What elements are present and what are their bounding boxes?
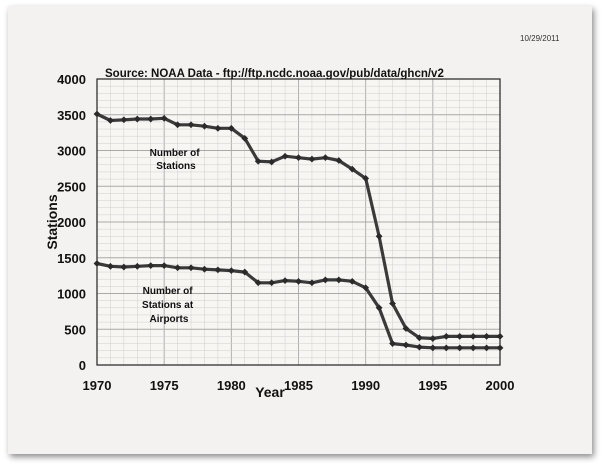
data-point — [201, 122, 208, 130]
series-layer — [93, 110, 504, 352]
data-point — [496, 333, 504, 340]
data-point — [456, 333, 464, 340]
data-point — [362, 284, 370, 292]
data-point — [187, 121, 195, 129]
data-point — [389, 340, 396, 347]
data-point — [241, 268, 249, 276]
data-point — [214, 124, 222, 132]
data-point — [375, 304, 383, 312]
data-point — [321, 276, 329, 284]
data-point — [389, 300, 396, 307]
data-point — [335, 276, 343, 284]
data-point — [133, 262, 141, 270]
data-point — [107, 117, 114, 124]
data-point — [483, 344, 490, 352]
data-point — [469, 333, 477, 340]
x-tick-label: 1975 — [150, 378, 179, 393]
data-point — [268, 279, 276, 287]
plot-border — [96, 78, 501, 366]
y-tick-label: 0 — [79, 358, 86, 373]
data-point — [281, 152, 289, 160]
data-point — [429, 344, 437, 352]
chart-title: Source: NOAA Data - ftp://ftp.ncdc.noaa.… — [105, 68, 444, 80]
data-point — [308, 279, 316, 287]
data-point — [496, 344, 504, 352]
annotation-stations-line-2: Stations — [156, 161, 196, 172]
data-point — [241, 134, 249, 142]
data-point — [321, 154, 329, 162]
x-tick-label: 2000 — [486, 378, 515, 393]
data-point — [174, 121, 181, 129]
x-axis-title: Year — [255, 384, 285, 400]
data-point — [133, 115, 141, 123]
data-point — [402, 341, 410, 349]
data-point — [483, 333, 490, 340]
x-tick-label: 1990 — [351, 378, 380, 393]
y-tick-label: 4000 — [57, 72, 86, 87]
date-stamp: 10/29/2011 — [520, 34, 560, 43]
x-tick-label: 1980 — [217, 378, 246, 393]
data-point — [227, 124, 235, 132]
data-point — [120, 263, 128, 271]
y-tick-label: 500 — [64, 322, 86, 337]
data-point — [308, 155, 316, 163]
data-point — [160, 262, 168, 270]
annotation-airports: Number of Stations at Airports — [142, 286, 196, 325]
annotation-stations-line-1: Number of — [150, 148, 201, 159]
data-point — [160, 114, 168, 122]
data-point — [107, 262, 114, 270]
x-tick-label: 1970 — [83, 378, 112, 393]
annotation-stations: Number of Stations — [150, 148, 203, 172]
tick-labels: 1970 1975 1980 1985 1990 1995 2000 0 500 1000 1500… — [57, 72, 514, 393]
data-point — [348, 277, 356, 285]
data-point — [442, 344, 450, 352]
series-1 — [93, 260, 504, 352]
annotation-airports-line-1: Number of — [143, 286, 194, 297]
data-point — [254, 279, 262, 287]
y-tick-label: 3500 — [57, 108, 86, 123]
data-point — [469, 344, 477, 352]
y-tick-label: 1000 — [57, 287, 86, 302]
y-tick-label: 3000 — [57, 144, 86, 159]
data-point — [93, 110, 101, 118]
data-point — [201, 265, 208, 273]
data-point — [187, 264, 195, 272]
data-point — [429, 335, 437, 342]
x-tick-label: 1985 — [284, 378, 313, 393]
data-point — [147, 115, 155, 123]
data-point — [281, 277, 289, 285]
data-point — [268, 158, 276, 166]
data-point — [348, 165, 356, 173]
data-point — [295, 277, 302, 285]
data-point — [93, 260, 101, 267]
y-tick-label: 2500 — [57, 179, 86, 194]
data-point — [416, 334, 423, 342]
data-point — [254, 157, 262, 165]
series-0 — [93, 110, 504, 342]
data-point — [214, 266, 222, 274]
annotation-airports-line-2: Stations at — [142, 300, 194, 311]
data-point — [442, 333, 450, 340]
data-point — [375, 232, 383, 240]
data-point — [147, 262, 155, 270]
y-axis-title: Stations — [44, 194, 60, 249]
x-tick-label: 1995 — [418, 378, 447, 393]
data-point — [295, 154, 302, 162]
data-point — [227, 267, 235, 275]
y-tick-label: 2000 — [57, 215, 86, 230]
data-point — [120, 116, 128, 124]
data-point — [416, 343, 423, 351]
data-point — [174, 264, 181, 272]
data-point — [402, 325, 410, 332]
y-tick-label: 1500 — [57, 251, 86, 266]
data-point — [362, 174, 370, 182]
annotation-airports-line-3: Airports — [150, 314, 189, 325]
data-point — [456, 344, 464, 352]
data-point — [335, 157, 343, 164]
